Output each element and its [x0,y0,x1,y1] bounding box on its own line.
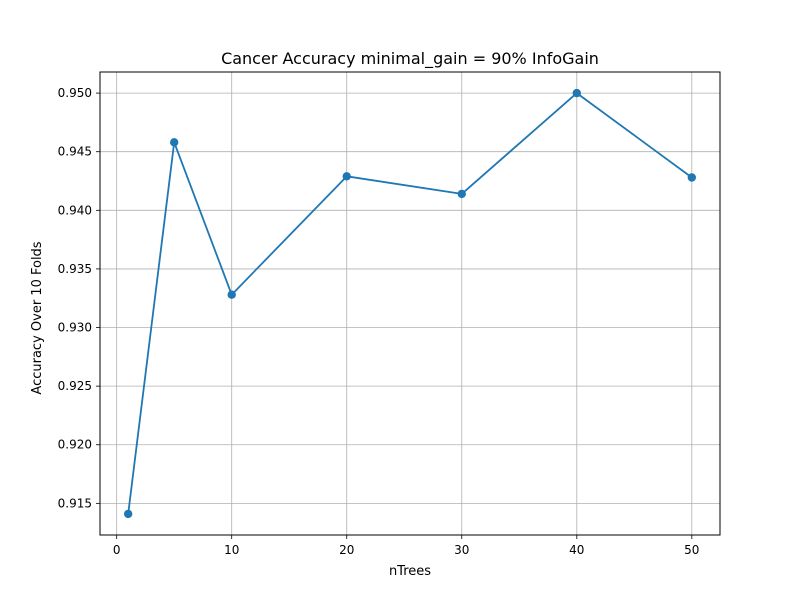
x-tick-label: 0 [113,543,121,557]
plot-area-frame [99,71,721,536]
x-tick-label: 10 [224,543,239,557]
y-tick-label: 0.945 [58,145,92,159]
y-axis-label: Accuracy Over 10 Folds [30,241,45,394]
y-tick-label: 0.930 [58,321,92,335]
y-tick-label: 0.920 [58,438,92,452]
data-point [687,173,697,182]
data-point [123,509,133,519]
y-tick-label: 0.925 [58,379,92,393]
chart-title: Cancer Accuracy minimal_gain = 90% InfoG… [221,49,599,69]
x-tick-label: 30 [454,543,469,557]
data-point [169,138,179,147]
x-tick-label: 40 [569,543,584,557]
data-point [342,172,351,181]
x-tick-label: 50 [684,543,699,557]
y-tick-label: 0.950 [58,86,92,100]
data-point [227,290,236,299]
data-point [572,88,581,98]
x-tick-label: 20 [339,543,354,557]
axis-ticks: 0 10 20 30 40 50 0.915 0.920 0.925 0.930 0.935 0.94… [58,86,700,557]
y-tick-label: 0.915 [58,496,92,510]
data-point [457,189,466,199]
y-tick-label: 0.940 [58,203,92,217]
grid-lines [100,72,720,535]
series-layer [123,88,697,519]
x-axis-label: nTrees [389,564,431,579]
y-tick-label: 0.935 [58,262,92,276]
